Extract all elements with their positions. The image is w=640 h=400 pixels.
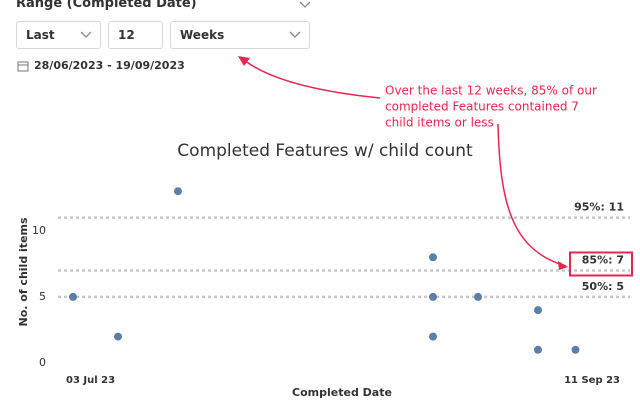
y-tick-label: 5: [39, 290, 46, 303]
label-bg: [578, 279, 630, 294]
arrowhead: [238, 56, 250, 66]
label-bg: [578, 253, 630, 268]
count-value: 12: [118, 28, 135, 42]
point: [429, 332, 437, 341]
arrowhead: [558, 261, 568, 270]
percentile-label: 85%: 7: [582, 254, 624, 267]
point: [571, 345, 580, 354]
unit-dropdown[interactable]: Weeks: [170, 21, 310, 49]
chevron: [80, 31, 92, 38]
x-tick-label: 03 Jul 23: [66, 375, 115, 386]
arrow: [497, 123, 567, 267]
point: [534, 345, 542, 354]
point: [69, 292, 77, 301]
annotation-line: Over the last 12 weeks, 85% of our: [385, 84, 597, 98]
chevron: [289, 31, 301, 38]
point: [474, 292, 482, 301]
percentile-label: 95%: 11: [574, 201, 624, 214]
x-axis-label: Completed Date: [292, 386, 392, 399]
annotation-line: child items or less: [385, 116, 494, 130]
point: [429, 253, 437, 262]
y-tick-label: 0: [39, 356, 46, 369]
unit-value: Weeks: [180, 28, 225, 42]
header-chevron[interactable]: [298, 0, 312, 10]
percentile-label: 50%: 5: [582, 280, 624, 293]
mode-value: Last: [26, 28, 55, 42]
point: [534, 306, 542, 315]
point: [174, 187, 182, 196]
x-tick-label: 11 Sep 23: [564, 375, 620, 386]
date-range: 28/06/2023 - 19/09/2023: [34, 59, 185, 72]
point: [429, 292, 437, 301]
mode-dropdown[interactable]: Last: [16, 21, 101, 49]
count-input[interactable]: 12: [108, 21, 163, 49]
label-bg: [578, 200, 630, 215]
range-header: Range (Completed Date): [16, 0, 197, 11]
y-axis-label: No. of child items: [17, 217, 30, 326]
annotation-line: completed Features contained 7: [385, 100, 579, 114]
y-tick-label: 10: [32, 224, 46, 237]
arrow: [243, 59, 381, 99]
point: [114, 332, 122, 341]
chart-title: Completed Features w/ child count: [177, 141, 473, 161]
highlight-box: [569, 251, 633, 277]
calendar-icon: [17, 61, 29, 72]
